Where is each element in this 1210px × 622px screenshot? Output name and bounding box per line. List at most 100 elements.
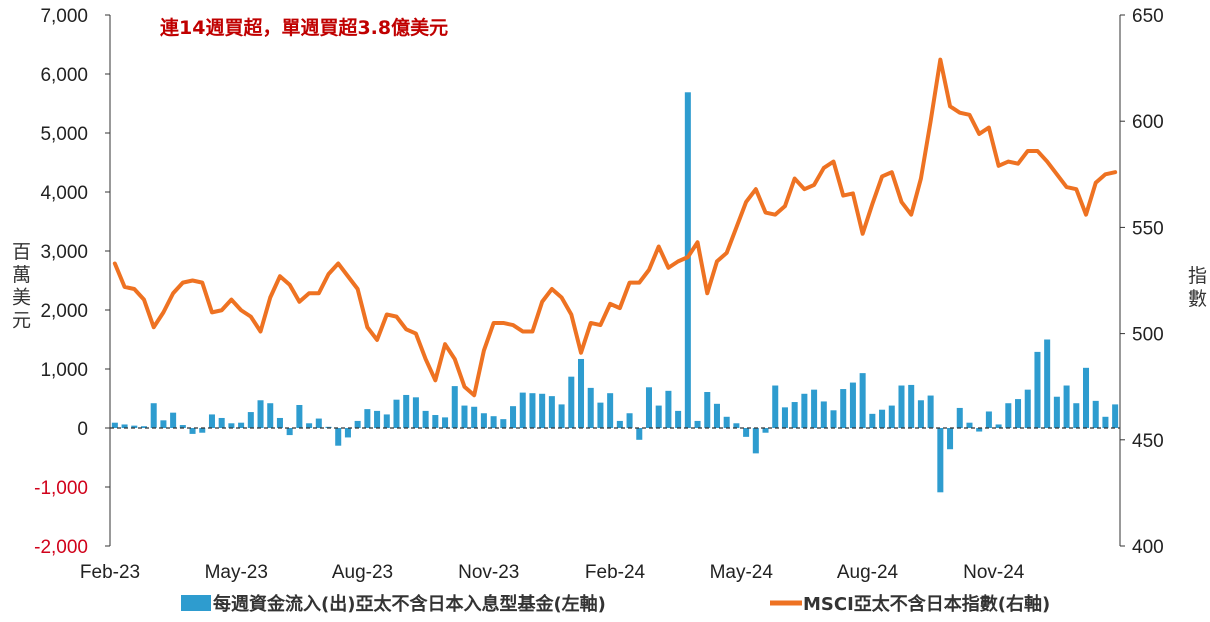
flow-bar <box>995 424 1002 428</box>
flow-bar <box>791 402 798 428</box>
flow-bar <box>869 413 876 428</box>
flow-bar <box>471 406 478 428</box>
flow-bar <box>432 415 439 428</box>
flow-bar <box>480 413 487 428</box>
x-tick-label: Feb-23 <box>80 562 140 583</box>
flow-bar <box>1053 396 1060 428</box>
flow-bar <box>733 423 740 428</box>
flow-bar <box>694 420 701 428</box>
flow-bar <box>1034 351 1041 428</box>
left-tick-label: 5,000 <box>40 124 88 145</box>
flow-bar <box>228 423 235 428</box>
flow-bar <box>189 428 196 434</box>
flow-bar <box>218 417 225 428</box>
left-tick-label: -2,000 <box>34 537 88 558</box>
left-axis-ticks: -2,000 -1,000 0 1,000 2,000 3,000 4,000 5,000 6,… <box>34 6 110 558</box>
flow-bar <box>131 425 138 428</box>
x-tick-label: Aug-23 <box>332 562 393 583</box>
flow-bar <box>306 423 313 428</box>
right-tick-label: 400 <box>1132 537 1164 558</box>
flow-bar <box>840 389 847 428</box>
legend-bar-swatch <box>181 595 211 611</box>
flow-bar <box>723 416 730 428</box>
flow-bar <box>160 420 167 428</box>
flow-bar <box>519 392 526 428</box>
flow-bar <box>781 407 788 428</box>
flow-bar <box>403 394 410 428</box>
flow-bar <box>684 92 691 428</box>
flow-bar <box>859 373 866 428</box>
flow-bar <box>344 428 351 438</box>
flow-bar <box>645 387 652 428</box>
flow-bar <box>849 382 856 428</box>
flow-bar <box>510 406 517 428</box>
right-tick-label: 550 <box>1132 218 1164 239</box>
x-tick-label: Nov-23 <box>458 562 519 583</box>
flow-bar <box>121 424 128 428</box>
axes <box>109 15 1121 546</box>
x-tick-label: May-24 <box>710 562 774 583</box>
left-tick-label: 0 <box>77 419 88 440</box>
flow-bar <box>451 386 458 428</box>
flow-bar <box>976 428 983 432</box>
flow-bar <box>267 403 274 428</box>
flow-bar <box>947 428 954 450</box>
flow-bar <box>140 426 147 428</box>
flow-bar <box>985 411 992 428</box>
flow-bar <box>461 405 468 428</box>
flow-bar <box>607 393 614 428</box>
flow-bar <box>772 385 779 428</box>
flow-bar <box>1015 399 1022 428</box>
flow-bar <box>908 384 915 428</box>
left-tick-label: 7,000 <box>40 6 88 27</box>
flow-bar <box>1005 403 1012 428</box>
left-tick-label: 2,000 <box>40 301 88 322</box>
flow-bar <box>276 417 283 428</box>
flow-bar <box>820 401 827 428</box>
flow-bar <box>539 393 546 428</box>
left-tick-label: 3,000 <box>40 242 88 263</box>
flow-bars <box>111 92 1119 493</box>
flow-bar <box>199 428 206 433</box>
flow-bar <box>1083 367 1090 428</box>
flow-bar <box>917 400 924 428</box>
legend-line-label: MSCI亞太不含日本指數(右軸) <box>803 593 1050 615</box>
flow-bar <box>597 402 604 428</box>
flow-bar <box>626 413 633 428</box>
right-tick-label: 650 <box>1132 6 1164 27</box>
flow-bar <box>898 385 905 428</box>
left-tick-label: 1,000 <box>40 360 88 381</box>
flow-bar <box>364 409 371 428</box>
flow-bar <box>179 425 186 428</box>
flow-bar <box>335 428 342 446</box>
flow-bar <box>927 395 934 428</box>
flow-bar <box>888 405 895 428</box>
left-tick-label: 4,000 <box>40 183 88 204</box>
flow-bar <box>1044 339 1051 428</box>
left-axis-title: 百萬美元 <box>12 241 31 331</box>
right-tick-label: 450 <box>1132 431 1164 452</box>
flow-bar <box>1102 416 1109 428</box>
index-line <box>112 57 1118 398</box>
flow-bar <box>490 416 497 428</box>
right-tick-label: 500 <box>1132 325 1164 346</box>
left-tick-label: -1,000 <box>34 478 88 499</box>
flow-bar <box>422 410 429 428</box>
flow-bar <box>655 405 662 428</box>
flow-bar <box>830 410 837 428</box>
flow-bar <box>752 428 759 454</box>
flow-bar <box>286 428 293 436</box>
flow-bar <box>636 428 643 440</box>
x-tick-label: May-23 <box>205 562 268 583</box>
flow-bar <box>383 414 390 428</box>
legend: 每週資金流入(出)亞太不含日本入息型基金(左軸) MSCI亞太不含日本指數(右軸… <box>181 593 1050 615</box>
flow-bar <box>801 393 808 428</box>
flow-bar <box>704 392 711 428</box>
flow-bar <box>713 403 720 428</box>
flow-bar <box>743 428 750 437</box>
flow-bar <box>1073 403 1080 428</box>
flow-bar <box>354 420 361 428</box>
flow-bar <box>956 407 963 428</box>
flow-bar <box>616 420 623 428</box>
